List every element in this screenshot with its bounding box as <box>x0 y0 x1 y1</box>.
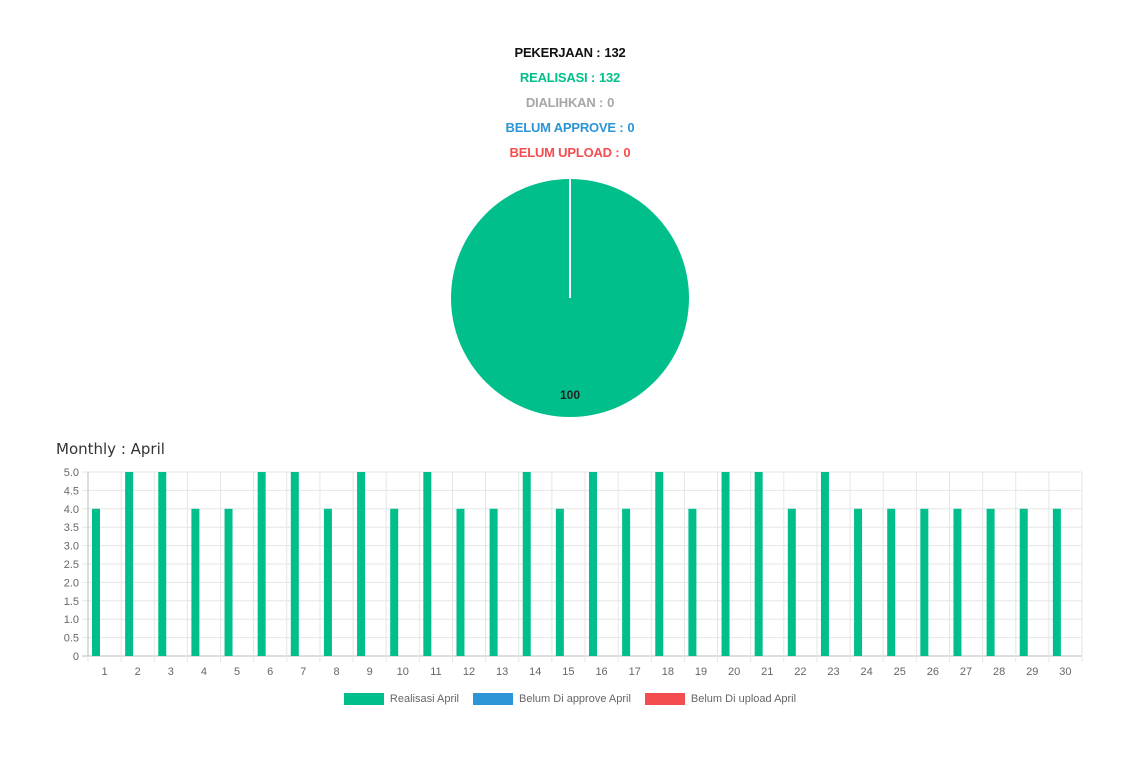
bar-realisasi[interactable] <box>1019 508 1028 656</box>
x-tick-label: 5 <box>234 666 240 678</box>
legend-item-belum-upload[interactable]: Belum Di upload April <box>644 693 797 705</box>
monthly-bar-chart: 00.51.01.52.02.53.03.54.04.55.01 2 3 4 5 6 7 8 9… <box>64 467 1083 678</box>
bar-realisasi[interactable] <box>191 508 200 656</box>
x-tick-label: 7 <box>300 666 306 678</box>
y-tick-label: 0.5 <box>64 633 79 645</box>
legend-label-belum-upload: Belum Di upload April <box>690 693 797 705</box>
bar-realisasi[interactable] <box>257 472 266 656</box>
y-tick-label: 3.5 <box>64 522 79 534</box>
y-tick-label: 4.5 <box>64 485 79 497</box>
x-tick-label: 18 <box>662 666 674 678</box>
x-tick-label: 21 <box>761 666 773 678</box>
bar-realisasi[interactable] <box>887 508 896 656</box>
legend-swatch-belum-approve <box>473 693 514 705</box>
x-tick-label: 17 <box>629 666 641 678</box>
bar-realisasi[interactable] <box>986 508 995 656</box>
bar-realisasi[interactable] <box>323 508 332 656</box>
bar-realisasi[interactable] <box>920 508 929 656</box>
x-tick-label: 29 <box>1026 666 1038 678</box>
x-tick-label: 19 <box>695 666 707 678</box>
bar-realisasi[interactable] <box>589 472 597 656</box>
x-tick-label: 1 <box>102 666 108 678</box>
legend-swatch-belum-upload <box>644 693 685 705</box>
legend-item-belum-approve[interactable]: Belum Di approve April <box>473 693 631 705</box>
pie-data-label: 100 <box>560 388 580 402</box>
bar-realisasi[interactable] <box>820 472 829 656</box>
x-tick-label: 13 <box>496 666 508 678</box>
x-tick-label: 28 <box>993 666 1005 678</box>
bar-realisasi[interactable] <box>854 508 863 656</box>
bar-chart-legend: Realisasi April Belum Di approve April B… <box>0 693 1140 705</box>
y-tick-label: 2.5 <box>64 559 79 571</box>
y-tick-label: 4.0 <box>64 504 79 516</box>
bar-realisasi[interactable] <box>357 472 366 656</box>
x-tick-label: 9 <box>367 666 373 678</box>
y-tick-label: 0 <box>73 651 79 663</box>
y-tick-label: 1.5 <box>64 596 79 608</box>
stats-summary: PEKERJAAN :132 REALISASI :132 DIALIHKAN … <box>0 40 1140 165</box>
y-tick-label: 1.0 <box>64 614 79 626</box>
bar-realisasi[interactable] <box>224 508 233 656</box>
bar-realisasi[interactable] <box>688 508 697 656</box>
bar-realisasi[interactable] <box>423 472 432 656</box>
monthly-title: Monthly : April <box>56 440 165 458</box>
x-tick-label: 27 <box>960 666 972 678</box>
bar-realisasi[interactable] <box>489 508 498 656</box>
y-tick-label: 5.0 <box>64 467 79 479</box>
stat-dialihkan: DIALIHKAN :0 <box>525 95 615 110</box>
stat-realisasi: REALISASI :132 <box>519 70 621 85</box>
x-tick-label: 2 <box>135 666 141 678</box>
bar-realisasi[interactable] <box>721 472 730 656</box>
stat-belum-approve: BELUM APPROVE :0 <box>505 120 635 135</box>
x-tick-label: 24 <box>861 666 873 678</box>
x-tick-label: 12 <box>463 666 475 678</box>
bar-realisasi[interactable] <box>787 508 796 656</box>
bar-realisasi[interactable] <box>290 472 299 656</box>
x-tick-label: 20 <box>728 666 740 678</box>
x-tick-label: 4 <box>201 666 207 678</box>
bar-realisasi[interactable] <box>92 508 100 656</box>
stat-pekerjaan: PEKERJAAN :132 <box>514 45 626 60</box>
legend-swatch-realisasi <box>343 693 384 705</box>
x-tick-label: 6 <box>267 666 273 678</box>
bar-realisasi[interactable] <box>754 472 763 656</box>
bar-realisasi[interactable] <box>158 472 167 656</box>
x-tick-label: 26 <box>927 666 939 678</box>
bar-realisasi[interactable] <box>522 472 531 656</box>
x-tick-label: 30 <box>1059 666 1071 678</box>
stat-belum-upload: BELUM UPLOAD :0 <box>509 145 631 160</box>
bar-realisasi[interactable] <box>655 472 664 656</box>
legend-item-realisasi[interactable]: Realisasi April <box>343 693 460 705</box>
y-tick-label: 2.0 <box>64 577 79 589</box>
y-tick-label: 3.0 <box>64 541 79 553</box>
x-tick-label: 11 <box>430 666 441 678</box>
x-tick-label: 22 <box>794 666 806 678</box>
x-tick-label: 14 <box>529 666 541 678</box>
bar-realisasi[interactable] <box>953 508 962 656</box>
x-tick-label: 15 <box>562 666 574 678</box>
x-tick-label: 23 <box>827 666 839 678</box>
x-tick-label: 3 <box>168 666 174 678</box>
bar-realisasi[interactable] <box>622 508 631 656</box>
bar-realisasi[interactable] <box>125 472 134 656</box>
x-tick-label: 25 <box>894 666 906 678</box>
bar-realisasi[interactable] <box>390 508 399 656</box>
x-tick-label: 16 <box>595 666 607 678</box>
bar-realisasi[interactable] <box>555 508 564 656</box>
x-tick-label: 10 <box>397 666 409 678</box>
legend-label-realisasi: Realisasi April <box>389 693 460 705</box>
pie-chart: 100 <box>451 179 689 417</box>
legend-label-belum-approve: Belum Di approve April <box>519 693 631 705</box>
bar-realisasi[interactable] <box>456 508 465 656</box>
bar-realisasi[interactable] <box>1052 508 1061 656</box>
x-tick-label: 8 <box>333 666 339 678</box>
